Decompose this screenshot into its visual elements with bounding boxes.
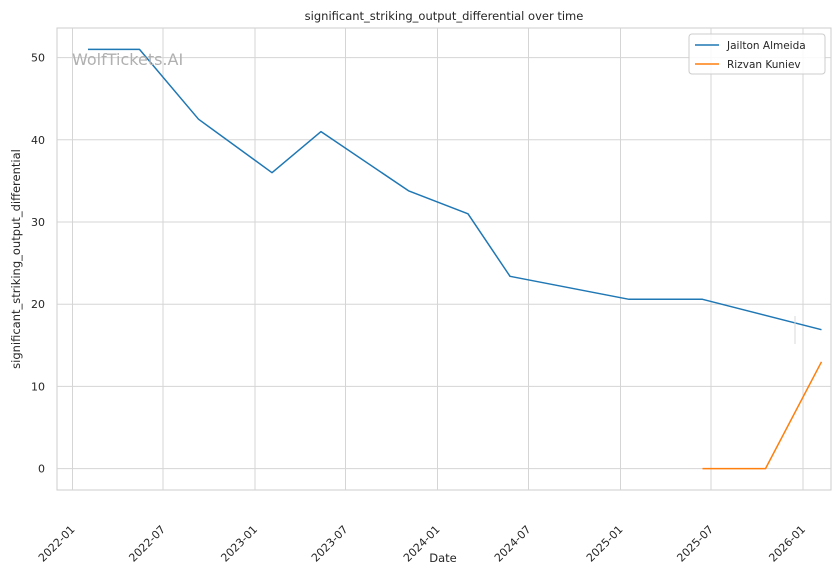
- data-point-jailton-almeida: [701, 298, 704, 301]
- data-point-rizvan-kuniev: [820, 360, 823, 363]
- data-point-rizvan-kuniev: [701, 467, 704, 470]
- series-line-rizvan-kuniev: [702, 361, 823, 470]
- plot-background: [56, 27, 832, 491]
- x-axis-label: Date: [429, 551, 457, 565]
- y-tick-label: 0: [38, 463, 45, 476]
- legend-box: [688, 33, 826, 75]
- chart-title: significant_striking_output_differential…: [305, 9, 584, 23]
- data-point-jailton-almeida: [467, 212, 470, 215]
- legend-label-rizvan-kuniev: Rizvan Kuniev: [727, 59, 801, 71]
- series-line-jailton-almeida: [88, 48, 822, 331]
- x-tick-label: 2023-07: [309, 523, 351, 565]
- data-point-jailton-almeida: [271, 171, 274, 174]
- data-point-jailton-almeida: [407, 189, 410, 192]
- x-tick-label: 2025-01: [584, 523, 626, 565]
- y-tick-label: 50: [31, 52, 45, 65]
- data-point-jailton-almeida: [509, 275, 512, 278]
- x-tick-label: 2026-01: [766, 523, 808, 565]
- data-point-jailton-almeida: [628, 298, 631, 301]
- data-point-jailton-almeida: [320, 130, 323, 133]
- data-point-rizvan-kuniev: [764, 467, 767, 470]
- x-tick-label: 2022-01: [36, 523, 78, 565]
- x-tick-label: 2025-07: [674, 523, 716, 565]
- y-tick-label: 40: [31, 134, 45, 147]
- y-tick-label: 10: [31, 380, 45, 393]
- x-tick-label: 2023-01: [218, 523, 260, 565]
- legend-label-jailton-almeida: Jailton Almeida: [726, 40, 806, 52]
- y-axis-label: significant_striking_output_differential: [9, 149, 23, 369]
- grid-lines: [57, 28, 831, 490]
- y-tick-label: 30: [31, 216, 45, 229]
- watermark: WolfTickets.AI: [72, 50, 183, 69]
- y-tick-label: 20: [31, 298, 45, 311]
- x-tick-label: 2022-07: [126, 523, 168, 565]
- series-lines: [88, 48, 823, 470]
- data-point-jailton-almeida: [820, 328, 823, 331]
- x-tick-label: 2024-07: [492, 523, 534, 565]
- legend: Jailton Almeida Rizvan Kuniev: [688, 33, 826, 75]
- data-point-jailton-almeida: [197, 118, 200, 121]
